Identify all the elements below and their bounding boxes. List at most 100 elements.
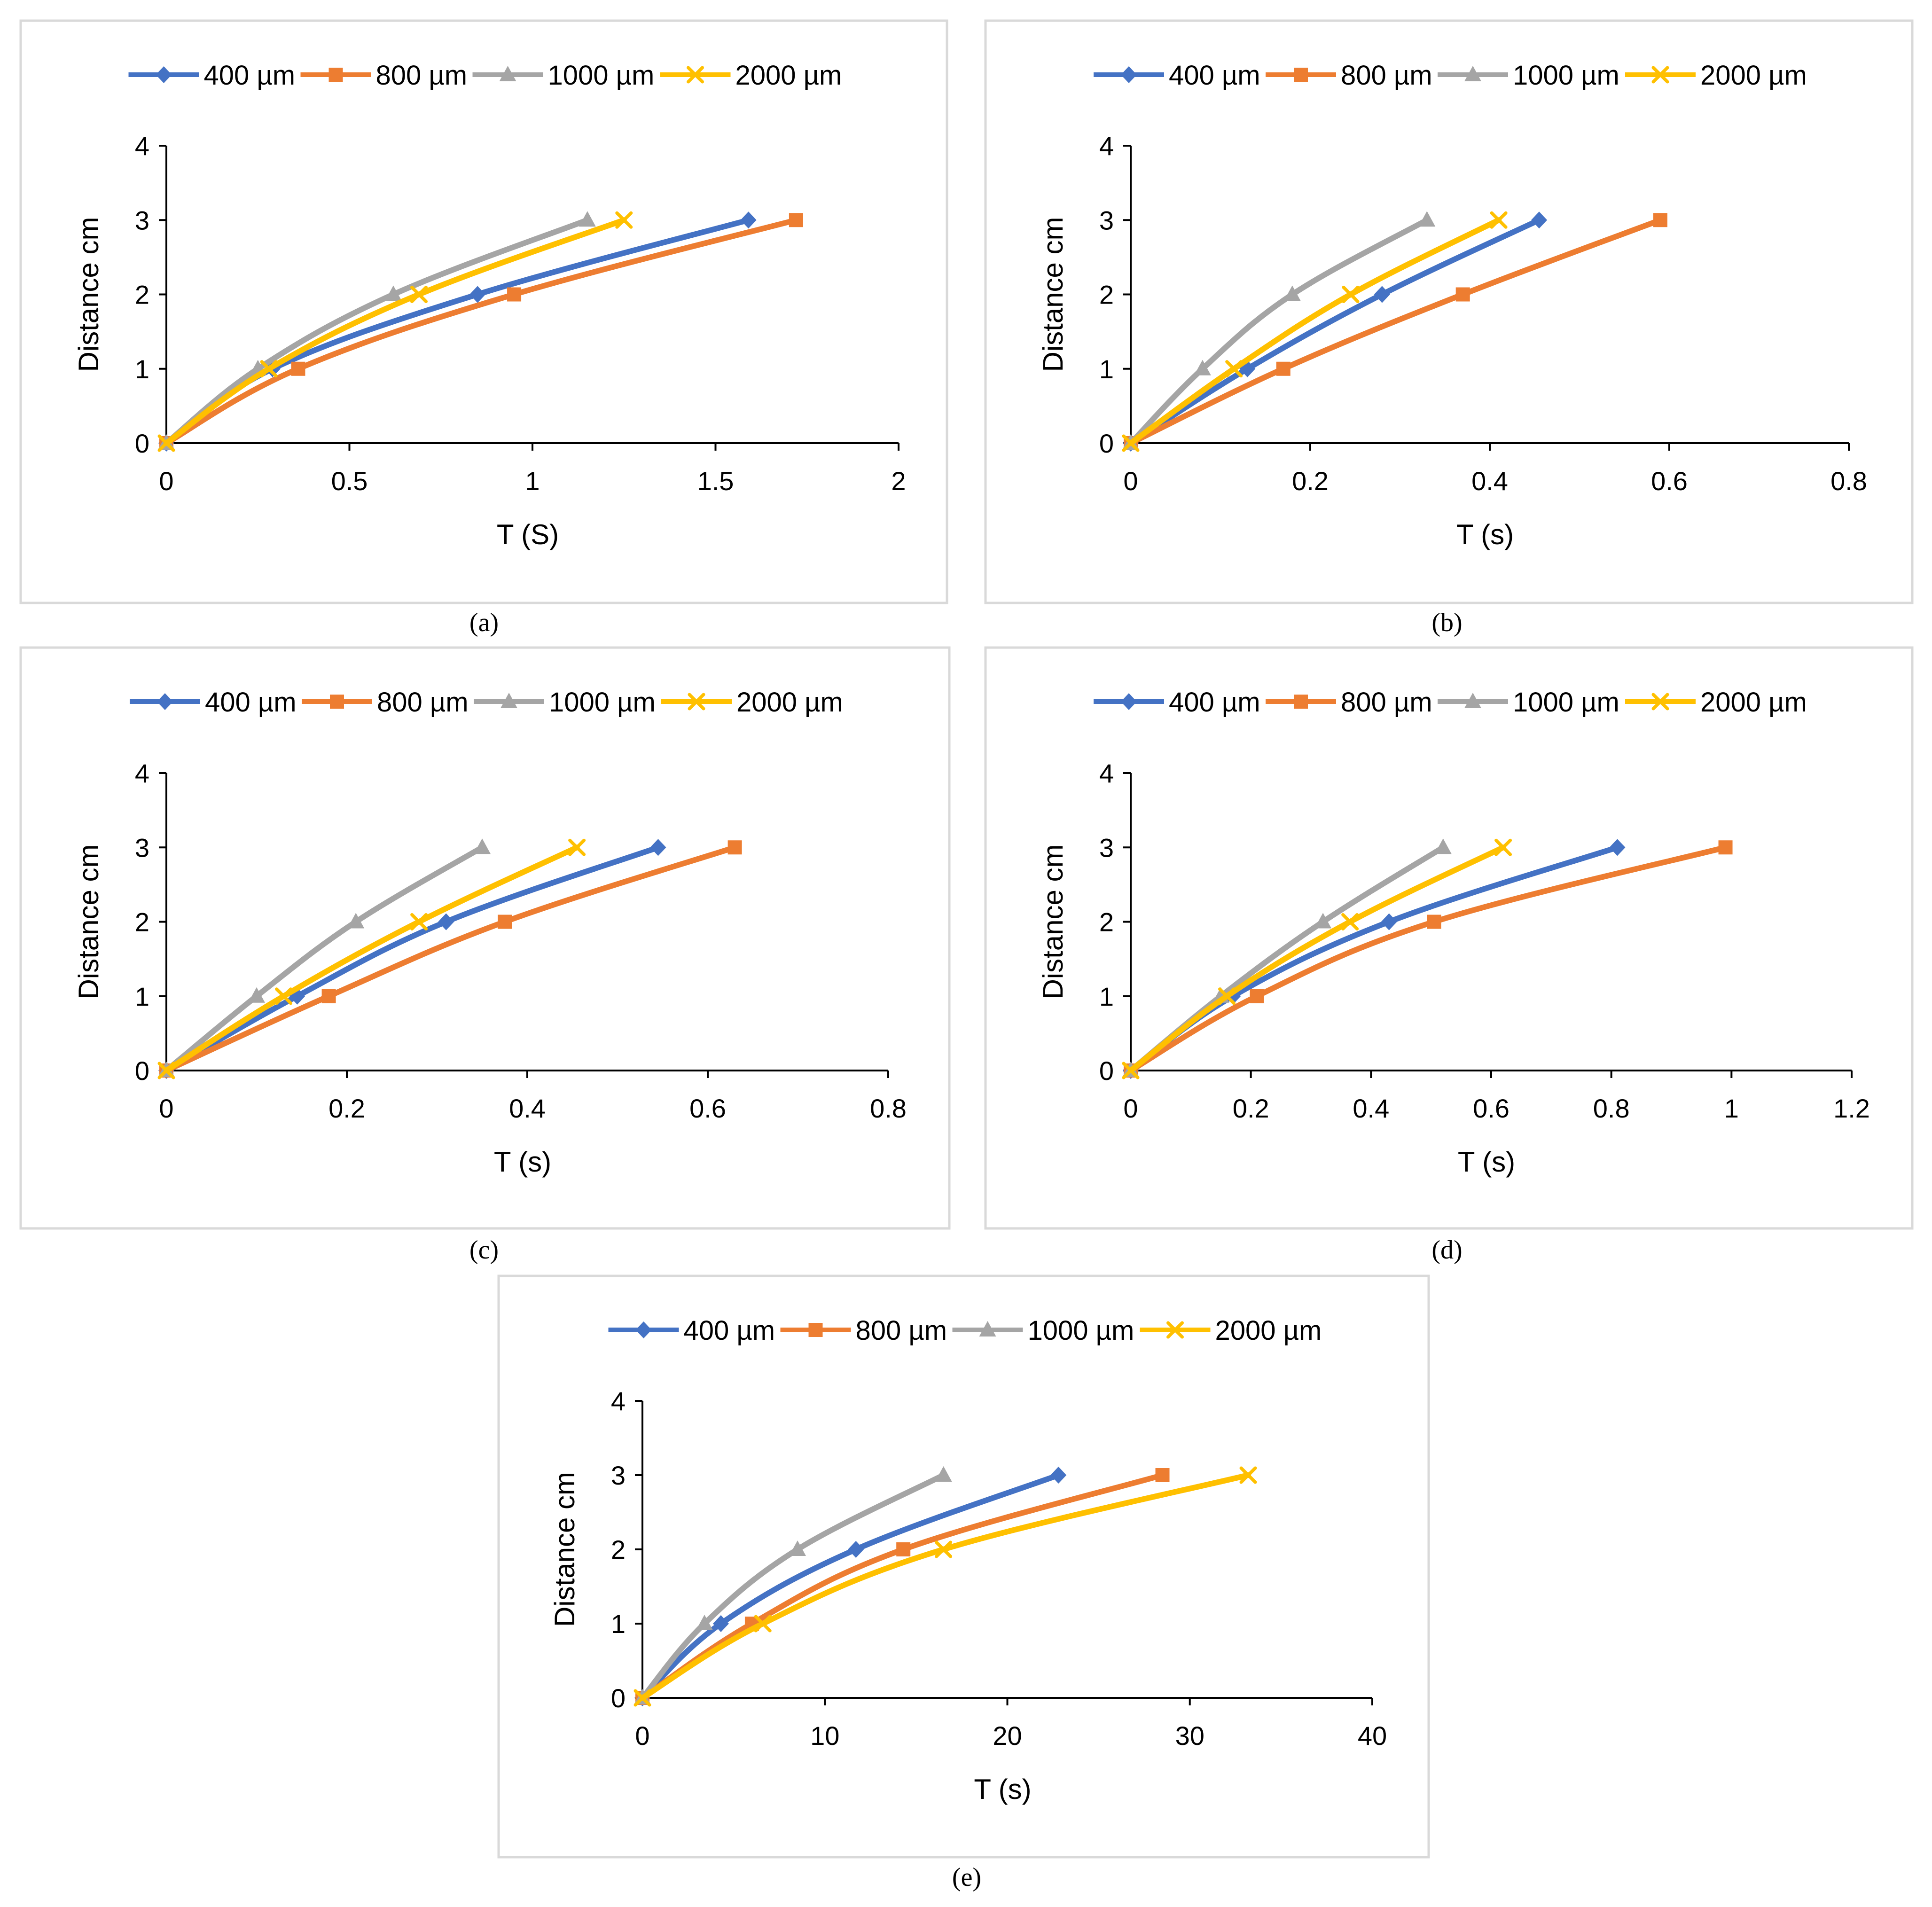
legend-marker	[1651, 693, 1669, 711]
marker-stroke	[1651, 66, 1669, 84]
x-tick-label: 0.2	[1292, 466, 1329, 496]
marker-stroke	[410, 286, 428, 303]
y-tick-label: 0	[135, 1056, 149, 1086]
data-point	[1418, 211, 1436, 227]
data-point	[260, 360, 278, 378]
legend-label: 800 µm	[1341, 687, 1432, 718]
y-tick-label: 4	[611, 1386, 626, 1416]
legend-marker	[329, 68, 343, 82]
series-3	[157, 211, 633, 452]
legend-item: 400 µm	[1094, 60, 1260, 91]
legend-marker	[157, 693, 173, 710]
legend-label: 1000 µm	[1513, 60, 1619, 91]
x-tick-label: 10	[810, 1721, 839, 1751]
marker-stroke	[687, 66, 704, 84]
data-point	[754, 1615, 772, 1633]
caption-c: (c)	[469, 1235, 499, 1265]
x-axis-title: T (s)	[494, 1146, 551, 1178]
data-point	[696, 1615, 713, 1630]
legend-label: 1000 µm	[1028, 1315, 1134, 1346]
x-axis-title: T (S)	[497, 519, 559, 550]
x-tick-label: 0.2	[329, 1094, 365, 1123]
marker-stroke	[1122, 1062, 1140, 1079]
x-tick-label: 30	[1175, 1721, 1205, 1751]
legend-marker	[156, 66, 172, 83]
series-line	[1128, 844, 1729, 1073]
legend-label: 2000 µm	[1215, 1315, 1322, 1346]
x-tick-label: 2	[891, 466, 906, 496]
x-tick-label: 0.4	[1353, 1094, 1389, 1123]
x-tick-label: 0.8	[1593, 1094, 1630, 1123]
data-point	[248, 987, 265, 1003]
caption-d: (d)	[1431, 1235, 1462, 1265]
marker-stroke	[568, 838, 586, 856]
y-tick-label: 1	[611, 1609, 626, 1639]
y-tick-label: 0	[611, 1683, 626, 1713]
y-tick-label: 3	[135, 833, 149, 862]
legend: 400 µm 800 µm 1000 µm 2000 µm	[128, 60, 842, 91]
y-tick-label: 3	[611, 1461, 626, 1490]
legend-marker	[1121, 66, 1137, 83]
x-tick-label: 0.5	[331, 466, 368, 496]
y-tick-label: 3	[1099, 205, 1114, 235]
data-point	[291, 361, 305, 376]
marker-stroke	[157, 434, 175, 452]
data-point	[615, 211, 633, 229]
data-point	[1122, 434, 1140, 452]
y-axis-title: Distance cm	[73, 844, 104, 999]
marker-stroke	[410, 913, 428, 930]
legend-marker	[1294, 695, 1308, 709]
caption-e: (e)	[952, 1863, 981, 1892]
data-point	[634, 1689, 651, 1707]
legend-item: 400 µm	[128, 60, 295, 91]
x-tick-label: 0.4	[509, 1094, 546, 1123]
marker-stroke	[275, 987, 293, 1005]
x-tick-label: 0	[1123, 466, 1138, 496]
chart-frame	[19, 646, 951, 1230]
y-tick-label: 0	[135, 429, 149, 458]
marker-stroke	[1494, 838, 1512, 856]
legend: 400 µm 800 µm 1000 µm 2000 µm	[1094, 60, 1807, 91]
y-axis-title: Distance cm	[73, 217, 104, 372]
data-point	[1494, 838, 1512, 856]
data-point	[727, 840, 742, 855]
series-line	[164, 844, 580, 1073]
legend-item: 800 µm	[780, 1315, 947, 1346]
legend-label: 400 µm	[684, 1315, 775, 1346]
legend-marker	[687, 66, 704, 84]
marker-stroke	[260, 360, 278, 378]
marker-stroke	[1225, 360, 1243, 378]
legend-label: 400 µm	[1169, 60, 1260, 91]
marker-stroke	[615, 211, 633, 229]
series-2	[634, 1466, 952, 1704]
legend-label: 2000 µm	[736, 687, 843, 718]
y-tick-label: 3	[1099, 833, 1114, 862]
x-tick-label: 1	[1724, 1094, 1739, 1123]
x-tick-label: 1.5	[697, 466, 734, 496]
legend-item: 400 µm	[1094, 687, 1260, 718]
data-point	[1653, 213, 1667, 227]
series-line	[164, 217, 590, 446]
x-tick-label: 0.6	[1651, 466, 1688, 496]
data-point	[438, 913, 454, 930]
series-line	[1128, 844, 1506, 1073]
series-line	[1128, 217, 1430, 446]
y-tick-label: 3	[135, 205, 149, 235]
data-point	[1250, 989, 1264, 1003]
legend-label: 800 µm	[856, 1315, 947, 1346]
chart-frame	[984, 19, 1914, 604]
series-line	[1128, 217, 1542, 446]
data-point	[740, 211, 757, 229]
data-point	[1283, 285, 1301, 301]
chart-frame	[497, 1274, 1430, 1859]
legend-marker	[808, 1323, 823, 1337]
data-point	[935, 1540, 953, 1558]
legend-item: 1000 µm	[1438, 687, 1619, 718]
legend-item: 1000 µm	[1438, 60, 1619, 91]
data-point	[1155, 1468, 1170, 1482]
legend-marker	[1464, 693, 1481, 708]
legend-item: 2000 µm	[1625, 60, 1807, 91]
data-point	[568, 838, 586, 856]
data-point	[1194, 360, 1211, 375]
data-point	[935, 1466, 952, 1482]
